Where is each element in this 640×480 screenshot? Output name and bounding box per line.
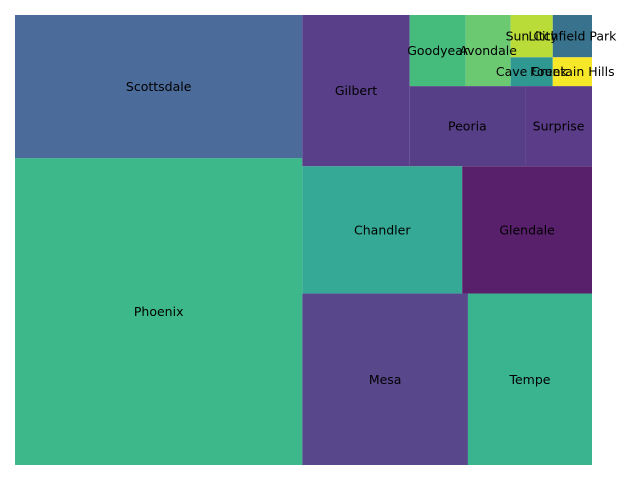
tile-peoria [409,86,526,167]
tile-gilbert [302,15,410,167]
tile-fountain-hills [552,57,592,87]
tile-glendale [462,166,592,294]
tile-label-surprise: Surprise [533,119,585,134]
tile-label-avondale: Avondale [459,43,517,58]
tile-label-peoria: Peoria [448,119,487,134]
tile-label-phoenix: Phoenix [134,304,184,319]
tile-cave-creek [510,57,553,87]
tile-scottsdale [15,15,303,159]
tile-label-glendale: Glendale [499,222,555,237]
tile-chandler [302,166,463,294]
tile-label-goodyear: Goodyear [407,43,469,58]
tile-label-fountain-hills: Fountain Hills [530,64,615,79]
tile-surprise [525,86,592,167]
tile-tempe [467,293,592,465]
tile-litchfield-park [552,15,592,58]
tile-label-gilbert: Gilbert [335,83,377,98]
treemap-labels: Phoenix Scottsdale Mesa Tempe Chandler Glenda… [126,29,617,387]
treemap-tiles [15,15,592,465]
tile-label-mesa: Mesa [369,372,402,387]
tile-phoenix [15,158,303,465]
tile-sun-city [510,15,553,58]
tile-label-scottsdale: Scottsdale [126,79,192,94]
tile-label-cave-creek: Cave Creek [496,64,568,79]
tile-label-chandler: Chandler [354,222,411,237]
tile-mesa [302,293,468,465]
tile-goodyear [409,15,466,87]
tile-label-sun-city: Sun City [506,29,559,44]
tile-label-litchfield-park: Litchfield Park [528,29,617,44]
tile-label-tempe: Tempe [508,372,550,387]
tile-avondale [465,15,511,87]
